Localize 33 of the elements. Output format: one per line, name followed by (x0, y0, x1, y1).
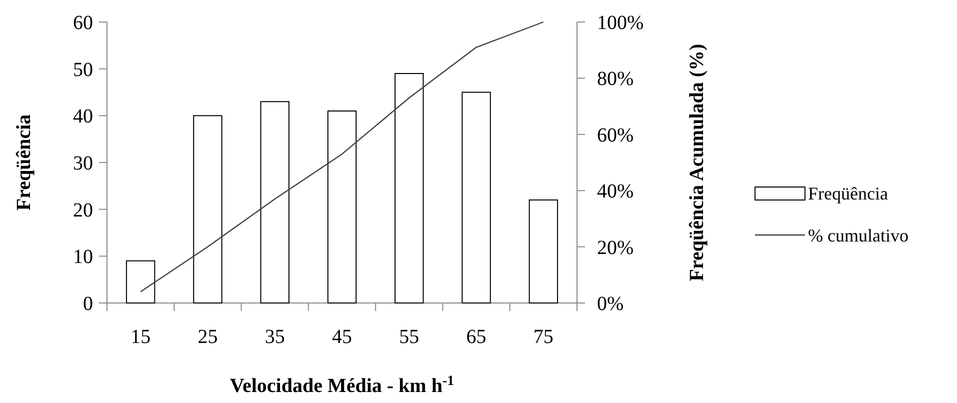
line-series (140, 21, 544, 292)
y2-tick-label: 20% (597, 236, 634, 259)
y-tick-label: 40 (73, 106, 93, 128)
y2-axis-title: Freqüência Acumulada (%) (686, 44, 708, 282)
y-tick-label: 30 (73, 152, 93, 174)
x-tick-label: 75 (533, 326, 554, 348)
bar (394, 73, 424, 304)
x-tick-label: 45 (332, 326, 352, 348)
y-tick-label: 60 (73, 12, 93, 34)
legend-label: Freqüência (808, 183, 888, 204)
bar (462, 92, 491, 304)
x-axis-title: Velocidade Média - km h$^{-1}$ (230, 374, 454, 397)
y2-tick-label: 40% (597, 180, 634, 203)
bar (327, 110, 357, 304)
x-tick-label: 25 (198, 326, 218, 348)
y2-tick-label: 0% (597, 293, 624, 315)
y2-tick-label: 80% (597, 68, 634, 90)
bar (260, 101, 290, 304)
legend-label: % cumulativo (808, 225, 908, 246)
x-tick-label: 15 (130, 326, 151, 348)
y-tick-label: 0 (83, 293, 93, 315)
bar (528, 199, 558, 304)
y-axis-title: Freqüência (13, 114, 35, 211)
y-tick-label: 50 (73, 58, 93, 81)
y2-tick-label: 100% (597, 12, 644, 34)
bar (126, 260, 156, 304)
x-tick-label: 65 (466, 326, 486, 348)
bar (193, 115, 222, 304)
y2-tick-label: 60% (597, 124, 634, 146)
x-tick-label: 55 (399, 326, 420, 348)
x-tick-label: 35 (264, 326, 285, 348)
y-tick-label: 20 (73, 199, 93, 222)
y-tick-label: 10 (73, 246, 93, 268)
